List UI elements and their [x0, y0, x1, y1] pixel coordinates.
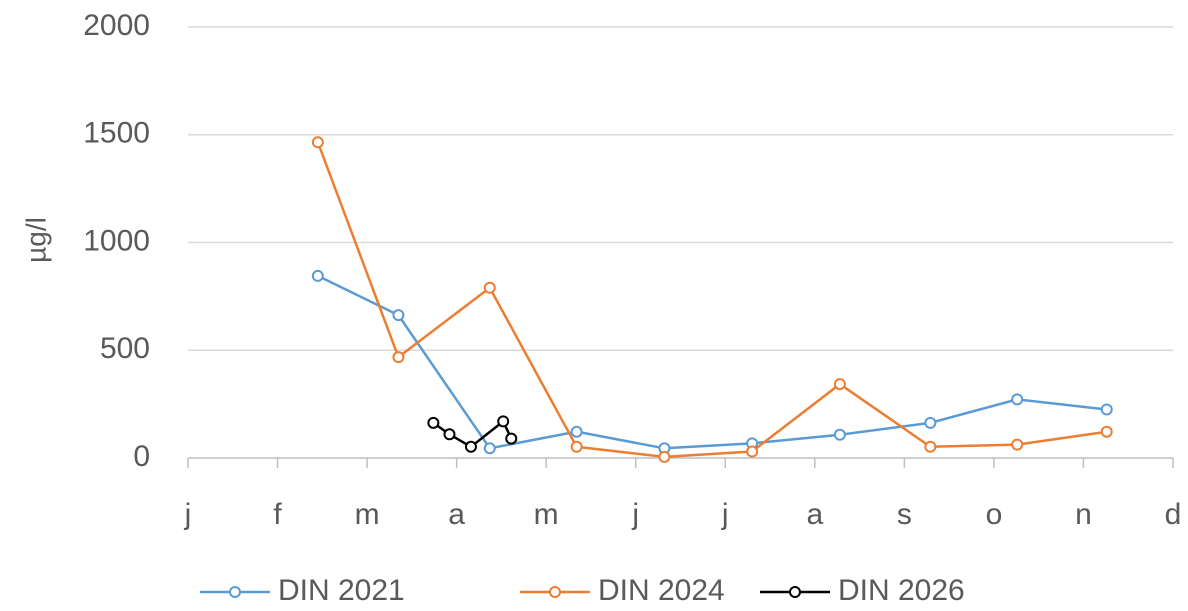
y-tick-label: 1500 [83, 117, 150, 150]
data-point [427, 416, 440, 429]
data-point [570, 425, 583, 438]
series-line [317, 274, 1107, 450]
x-tick-label: a [806, 498, 823, 531]
legend-label: DIN 2021 [278, 574, 405, 607]
x-tick-label: a [448, 498, 465, 531]
data-point [1011, 438, 1024, 451]
data-point [1100, 425, 1113, 438]
x-tick-label: m [355, 498, 380, 531]
legend-label: DIN 2024 [598, 574, 725, 607]
x-tick-label: m [534, 498, 559, 531]
legend-marker [549, 586, 561, 598]
legend-label: DIN 2026 [838, 574, 965, 607]
x-tick-label: d [1165, 498, 1182, 531]
y-tick-label: 500 [100, 332, 150, 365]
x-tick-label: o [986, 498, 1003, 531]
data-point [483, 442, 496, 455]
data-point [1011, 393, 1024, 406]
data-point [464, 440, 477, 453]
x-tick-label: s [897, 498, 912, 531]
data-point [483, 281, 496, 294]
x-tick-label: j [631, 498, 639, 531]
data-point [924, 416, 937, 429]
legend-marker [789, 586, 801, 598]
data-point [311, 136, 324, 149]
y-tick-label: 1000 [83, 224, 150, 257]
legend-marker [229, 586, 241, 598]
data-point [658, 450, 671, 463]
data-point [1100, 403, 1113, 416]
x-tick-label: j [721, 498, 729, 531]
series-line [316, 141, 1107, 459]
data-point [833, 378, 846, 391]
x-tick-label: f [273, 498, 282, 531]
data-point [924, 440, 937, 453]
y-axis-label: µg/l [20, 217, 51, 263]
data-point [746, 445, 759, 458]
y-tick-label: 2000 [83, 9, 150, 42]
data-point [497, 415, 510, 428]
data-point [505, 432, 518, 445]
data-point [570, 440, 583, 453]
y-tick-label: 0 [133, 440, 150, 473]
data-point [311, 269, 324, 282]
x-tick-label: n [1075, 498, 1092, 531]
data-point [392, 351, 405, 364]
data-point [392, 309, 405, 322]
data-point [833, 428, 846, 441]
x-tick-label: j [184, 498, 192, 531]
data-point [443, 428, 456, 441]
